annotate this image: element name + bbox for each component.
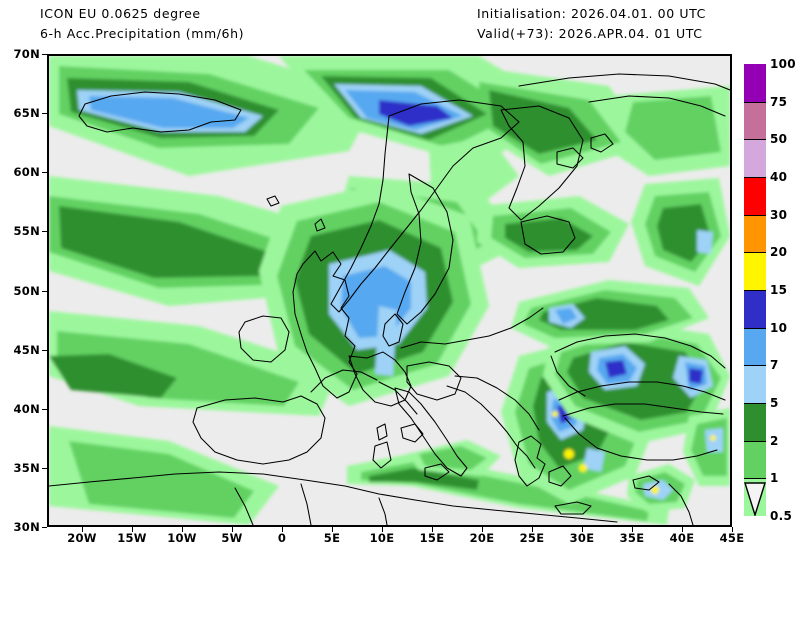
colorbar-segment bbox=[744, 403, 766, 441]
colorbar-segment bbox=[744, 214, 766, 253]
y-tick-label: 50N bbox=[13, 283, 40, 298]
model-title: ICON EU 0.0625 degree bbox=[40, 6, 201, 21]
map-plot-area bbox=[47, 54, 732, 527]
y-tick bbox=[42, 54, 47, 55]
x-tick-label: 20E bbox=[469, 531, 495, 545]
y-tick bbox=[42, 172, 47, 174]
precipitation-colorbar bbox=[744, 64, 766, 516]
y-tick-label: 45N bbox=[13, 342, 40, 357]
y-tick-label: 55N bbox=[13, 224, 40, 239]
colorbar-tick-label: 50 bbox=[770, 132, 788, 147]
initialisation-time: Initialisation: 2026.04.01. 00 UTC bbox=[477, 6, 706, 21]
colorbar-tick-label: 5 bbox=[770, 396, 779, 410]
x-tick bbox=[382, 527, 383, 532]
colorbar-tick-label: 100 bbox=[770, 57, 796, 71]
colorbar-tick-label: 0.5 bbox=[770, 509, 793, 523]
x-tick-label: 45E bbox=[719, 531, 745, 545]
x-tick-label: 35E bbox=[619, 531, 645, 545]
y-tick-label: 65N bbox=[13, 106, 40, 121]
x-tick-label: 5W bbox=[221, 531, 243, 545]
colorbar-tick-label: 75 bbox=[770, 94, 788, 109]
x-tick-label: 10W bbox=[167, 531, 197, 545]
y-tick bbox=[42, 290, 47, 292]
x-tick-label: 20W bbox=[67, 531, 97, 545]
y-tick bbox=[42, 349, 47, 351]
x-tick-label: 15W bbox=[117, 531, 147, 545]
colorbar-segment bbox=[744, 365, 766, 403]
colorbar-segment bbox=[744, 101, 766, 140]
x-tick bbox=[582, 527, 583, 532]
x-tick bbox=[282, 527, 283, 532]
y-tick-label: 35N bbox=[13, 460, 40, 475]
colorbar-tick-label: 30 bbox=[770, 207, 788, 222]
field-title: 6-h Acc.Precipitation (mm/6h) bbox=[40, 26, 245, 41]
x-tick-label: 25E bbox=[519, 531, 545, 545]
x-tick-label: 0 bbox=[277, 531, 287, 545]
x-tick bbox=[432, 527, 433, 532]
y-tick bbox=[42, 527, 47, 528]
coastlines bbox=[49, 73, 730, 525]
x-tick bbox=[232, 527, 233, 532]
x-tick bbox=[332, 527, 333, 532]
valid-time: Valid(+73): 2026.APR.04. 01 UTC bbox=[477, 26, 703, 41]
y-tick-label: 30N bbox=[13, 520, 40, 534]
x-tick bbox=[532, 527, 533, 532]
colorbar-tick-label: 20 bbox=[770, 245, 788, 260]
colorbar-tick-label: 10 bbox=[770, 320, 788, 335]
colorbar-tick-label: 2 bbox=[770, 433, 779, 448]
x-tick bbox=[632, 527, 633, 532]
y-tick bbox=[42, 408, 47, 410]
x-tick-label: 40E bbox=[669, 531, 695, 545]
x-tick bbox=[132, 527, 133, 532]
colorbar-tick-label: 1 bbox=[770, 471, 779, 486]
y-tick bbox=[42, 467, 47, 469]
colorbar-tick-label: 40 bbox=[770, 170, 788, 184]
colorbar-tick-label: 15 bbox=[770, 283, 788, 297]
precip-field bbox=[49, 56, 730, 525]
x-tick-label: 10E bbox=[369, 531, 395, 545]
colorbar-segment bbox=[744, 440, 766, 479]
colorbar-segment bbox=[744, 139, 766, 177]
x-tick-label: 15E bbox=[419, 531, 445, 545]
precipitation-raster bbox=[49, 56, 730, 525]
colorbar-segment bbox=[744, 177, 766, 215]
y-tick-label: 60N bbox=[13, 165, 40, 180]
colorbar-tick-label: 7 bbox=[770, 358, 779, 373]
x-tick bbox=[182, 527, 183, 532]
x-tick bbox=[682, 527, 683, 532]
x-tick-label: 5E bbox=[323, 531, 341, 545]
y-tick bbox=[42, 113, 47, 115]
y-tick-label: 70N bbox=[13, 47, 40, 61]
y-tick bbox=[42, 231, 47, 233]
y-tick-label: 40N bbox=[13, 401, 40, 416]
colorbar-segment bbox=[744, 252, 766, 290]
x-tick bbox=[82, 527, 83, 532]
colorbar-segment bbox=[744, 290, 766, 328]
x-tick bbox=[482, 527, 483, 532]
colorbar-segment bbox=[744, 327, 766, 366]
x-tick-label: 30E bbox=[569, 531, 595, 545]
x-tick bbox=[732, 527, 733, 532]
colorbar-bottom-arrow bbox=[744, 482, 766, 518]
colorbar-segment bbox=[744, 64, 766, 102]
